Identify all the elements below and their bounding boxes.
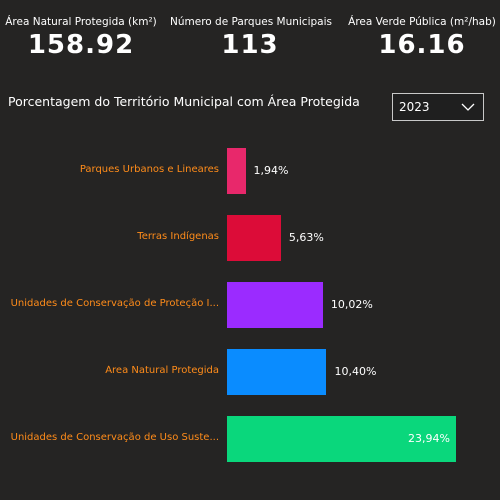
kpi-label: Área Verde Pública (m²/hab) xyxy=(348,16,496,28)
category-label: Unidades de Conservação de Uso Suste... xyxy=(10,432,219,443)
kpi-value: 113 xyxy=(221,30,279,60)
category-label: Unidades de Conservação de Proteção I... xyxy=(10,298,219,309)
category-label: Terras Indígenas xyxy=(137,231,219,242)
kpi-value: 158.92 xyxy=(27,30,135,60)
category-label: Área Natural Protegida xyxy=(105,365,219,376)
bar[interactable] xyxy=(227,215,281,261)
kpi-protected-area: Área Natural Protegida (km²) 158.92 xyxy=(0,16,162,60)
value-label: 5,63% xyxy=(288,231,324,244)
kpi-green-area: Área Verde Pública (m²/hab) 16.16 xyxy=(344,16,500,60)
value-label: 23,94% xyxy=(408,432,450,445)
bar[interactable] xyxy=(227,282,323,328)
value-label: 1,94% xyxy=(253,164,289,177)
kpi-value: 16.16 xyxy=(378,30,466,60)
year-dropdown[interactable]: 2023 xyxy=(392,93,484,121)
kpi-label: Área Natural Protegida (km²) xyxy=(5,16,157,28)
category-label: Parques Urbanos e Lineares xyxy=(79,164,219,175)
kpi-label: Número de Parques Municipais xyxy=(170,16,332,28)
bar[interactable] xyxy=(227,148,246,194)
year-dropdown-value: 2023 xyxy=(399,100,430,114)
chevron-down-icon xyxy=(461,103,475,111)
kpi-park-count: Número de Parques Municipais 113 xyxy=(170,16,332,60)
chart-title: Porcentagem do Território Municipal com … xyxy=(8,94,360,109)
value-label: 10,40% xyxy=(334,365,377,378)
bar[interactable] xyxy=(227,349,327,395)
value-label: 10,02% xyxy=(330,298,373,311)
bar[interactable] xyxy=(227,416,456,462)
